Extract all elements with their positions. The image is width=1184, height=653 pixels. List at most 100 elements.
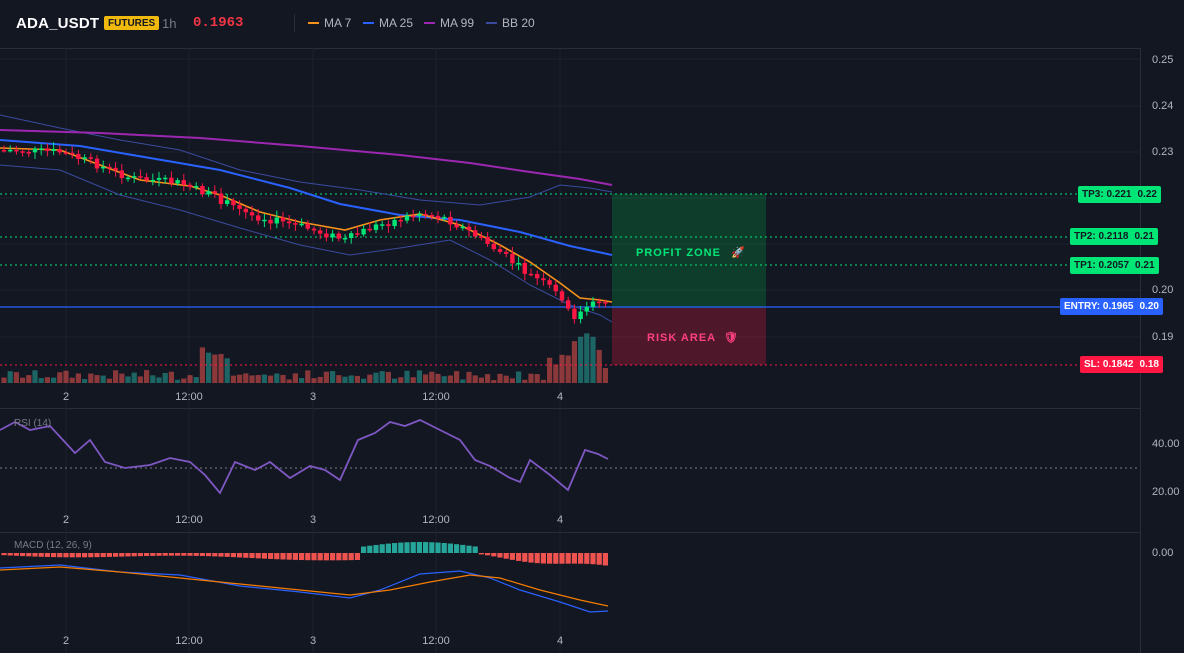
tp2-tag[interactable]: TP2: 0.2118 0.21 <box>1070 228 1158 245</box>
candle-body <box>603 302 608 304</box>
macd-histogram-bar <box>392 543 398 553</box>
macd-histogram-bar <box>528 553 534 563</box>
rsi-axis-label: 40.00 <box>1152 438 1180 450</box>
sl-tag[interactable]: SL: 0.1842 0.18 <box>1080 356 1163 373</box>
tp3-tag[interactable]: TP3: 0.221 0.22 <box>1078 186 1161 203</box>
legend-ma99[interactable]: MA 99 <box>424 16 474 30</box>
time-axis-label: 3 <box>309 514 317 526</box>
tp2-axis-value: 0.21 <box>1134 231 1154 242</box>
volume-bar <box>342 376 348 383</box>
macd-histogram-bar <box>361 546 367 553</box>
candle-body <box>566 300 571 309</box>
volume-bar <box>447 375 453 383</box>
macd-histogram-bar <box>323 553 329 561</box>
candle-body <box>119 170 124 179</box>
volume-bar <box>162 373 168 383</box>
macd-histogram-bar <box>243 553 249 558</box>
volume-bar <box>26 375 32 383</box>
macd-histogram-bar <box>156 553 162 556</box>
legend-bb20[interactable]: BB 20 <box>486 16 535 30</box>
macd-histogram-bar <box>354 553 360 560</box>
macd-histogram-bar <box>497 553 503 558</box>
macd-histogram-bar <box>367 545 373 553</box>
volume-bar <box>57 372 63 383</box>
volume-bar <box>559 354 565 383</box>
candle-body <box>349 233 354 239</box>
volume-bar <box>596 349 602 383</box>
macd-histogram-bar <box>1 553 7 556</box>
current-price: 0.1963 <box>193 15 244 31</box>
candle-body <box>113 167 118 171</box>
volume-bar <box>137 376 143 383</box>
macd-histogram-bar <box>131 553 137 557</box>
volume-bar <box>168 371 174 383</box>
price-axis-border <box>1140 48 1141 653</box>
candle-body <box>256 215 261 221</box>
bb-lower-line <box>0 164 613 323</box>
futures-badge: FUTURES <box>104 16 160 30</box>
volume-bar <box>553 364 559 383</box>
candle-body <box>26 152 31 154</box>
volume-bar <box>584 333 590 383</box>
volume-bar <box>602 367 608 383</box>
candle-body <box>435 215 441 219</box>
volume-bar <box>361 378 367 383</box>
candle-body <box>206 191 211 195</box>
candle-body <box>299 223 304 226</box>
candle-body <box>491 243 496 250</box>
candle-body <box>94 158 100 169</box>
volume-bar <box>224 358 230 383</box>
legend-ma25[interactable]: MA 25 <box>363 16 413 30</box>
volume-bar <box>75 373 81 383</box>
legend-ma7[interactable]: MA 7 <box>308 16 351 30</box>
profit-zone-text: PROFIT ZONE <box>636 247 721 259</box>
macd-histogram-bar <box>590 553 596 565</box>
candle-body <box>597 301 602 304</box>
ma99-line <box>0 129 613 186</box>
volume-bar <box>435 373 441 383</box>
candle-body <box>535 274 540 279</box>
ma7-swatch <box>308 22 319 24</box>
volume-bar <box>410 377 416 383</box>
candle-body <box>417 213 422 216</box>
candle-body <box>280 217 286 222</box>
volume-bar <box>82 379 88 383</box>
macd-histogram-bar <box>162 553 168 556</box>
timeframe-label[interactable]: 1h <box>162 16 177 31</box>
volume-bar <box>478 377 484 383</box>
volume-bar <box>509 378 515 383</box>
candle-body <box>218 193 224 204</box>
volume-bar <box>423 374 429 383</box>
volume-bar <box>292 373 298 383</box>
candle-body <box>423 213 428 216</box>
volume-bar <box>311 378 317 383</box>
entry-tag[interactable]: ENTRY: 0.1965 0.20 <box>1060 298 1163 315</box>
macd-histogram-bar <box>299 553 305 561</box>
price-chart[interactable] <box>0 0 1140 653</box>
macd-histogram-bar <box>423 542 429 553</box>
tp1-tag[interactable]: TP1: 0.2057 0.21 <box>1070 257 1159 274</box>
macd-histogram-bar <box>534 553 540 564</box>
volume-bar <box>286 379 292 383</box>
volume-bar <box>398 377 404 383</box>
price-axis-label: 0.23 <box>1152 146 1174 158</box>
profit-zone-label: PROFIT ZONE 🚀 <box>636 246 746 259</box>
volume-bar <box>373 372 379 383</box>
legend-label: MA 7 <box>324 16 352 30</box>
rsi-label: RSI (14) <box>14 418 52 429</box>
symbol-label[interactable]: ADA_USDT <box>16 15 100 32</box>
macd-histogram-bar <box>460 544 466 553</box>
volume-bar <box>392 378 398 383</box>
candle-body <box>51 149 56 151</box>
time-axis-label: 12:00 <box>422 635 450 647</box>
volume-bar <box>38 378 44 383</box>
price-axis-label: 0.25 <box>1152 54 1174 66</box>
candle-body <box>578 311 583 320</box>
candle-body <box>404 215 410 221</box>
candle-body <box>318 230 323 234</box>
candle-body <box>510 253 515 264</box>
macd-histogram-bar <box>509 553 515 560</box>
candle-body <box>82 157 87 159</box>
tp1-text: TP1: 0.2057 <box>1074 260 1130 271</box>
volume-bar <box>13 372 19 383</box>
